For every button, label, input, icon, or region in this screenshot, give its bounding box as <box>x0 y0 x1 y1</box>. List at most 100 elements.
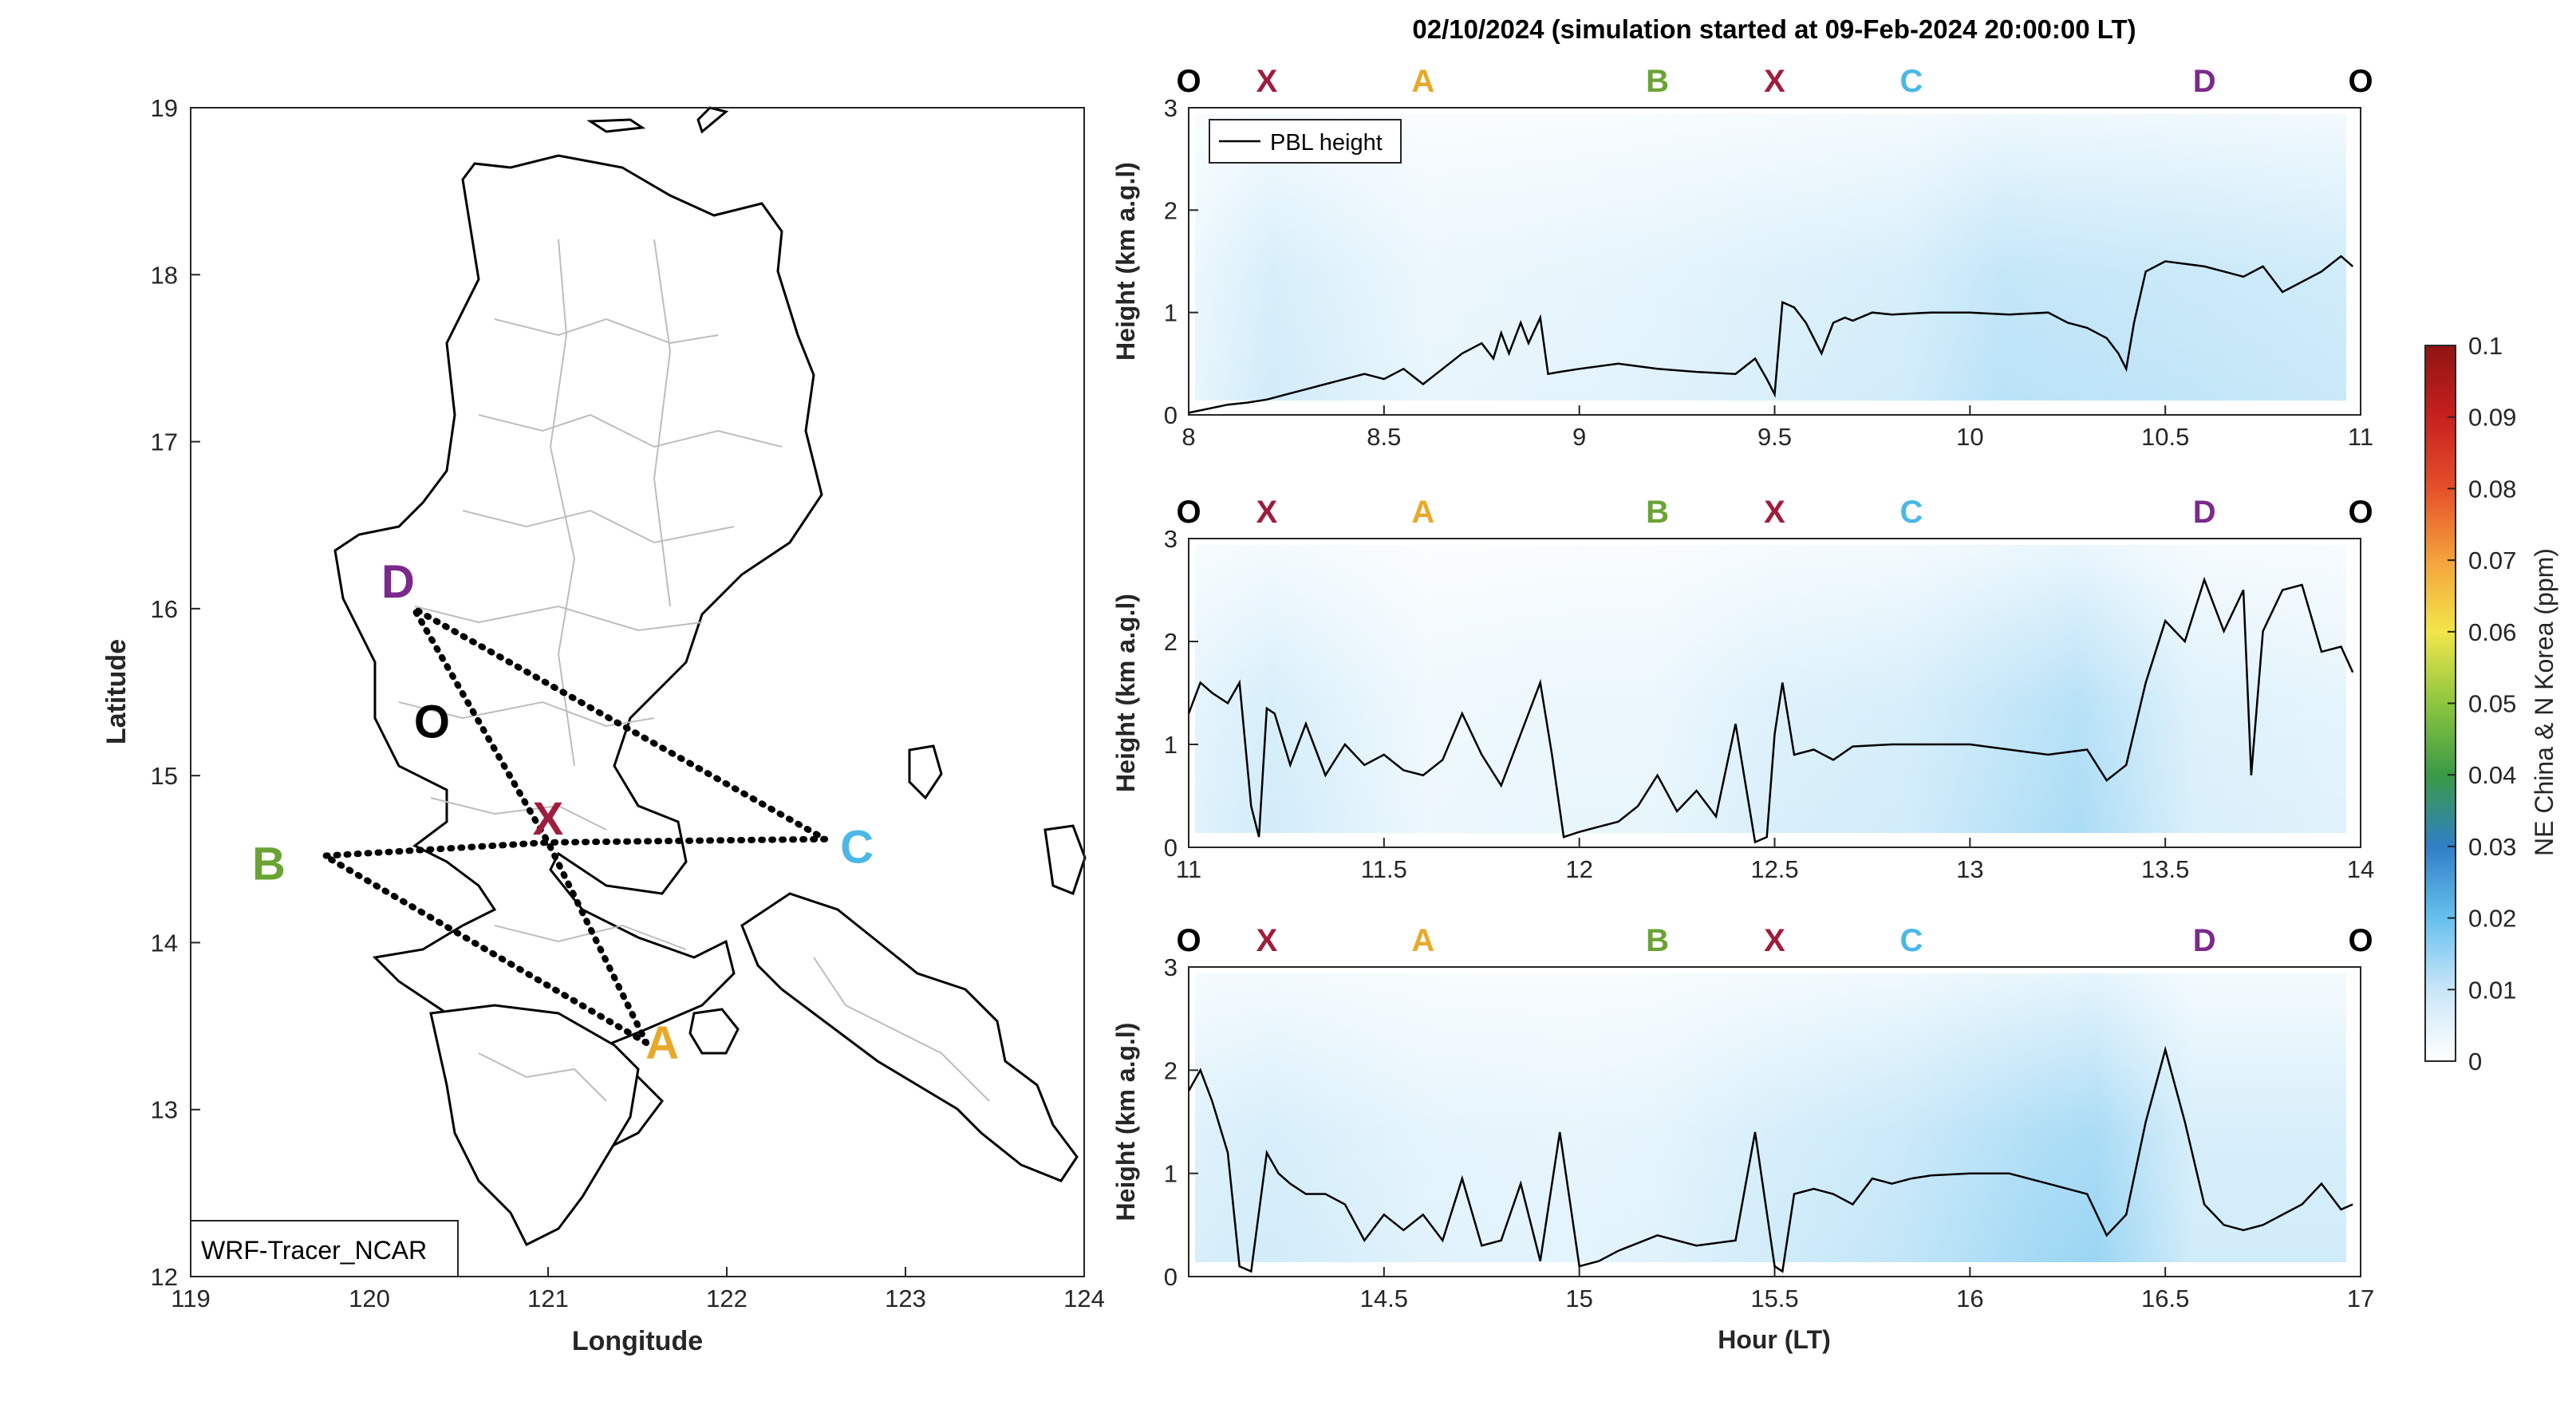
site-label-c: C <box>1899 923 1923 958</box>
site-label-b: B <box>1646 495 1669 530</box>
y-axis-label: Height (km a.g.l) <box>1111 162 1140 361</box>
colorbar-ticks: 0 0.01 0.02 0.03 0.04 0.05 0.06 0.07 0.08 0.09 0.1 <box>2448 332 2516 1076</box>
figure-title: 02/10/2024 (simulation started at 09-Feb… <box>1412 14 2136 44</box>
x-tick-label: 11 <box>1176 855 1201 883</box>
map-x-tick-label: 122 <box>706 1285 748 1312</box>
x-tick-label: 12.5 <box>1750 855 1798 883</box>
x-tick-label: 17 <box>2347 1285 2374 1312</box>
map-y-ticks: 12 13 14 15 16 17 18 19 <box>151 94 200 1291</box>
model-label: WRF-Tracer_NCAR <box>201 1236 427 1265</box>
map-point-o: O <box>414 696 450 748</box>
map-y-tick-label: 12 <box>151 1263 178 1291</box>
site-label-a: A <box>1411 923 1434 958</box>
hour-axis-label: Hour (LT) <box>1718 1325 1831 1354</box>
x-tick-label: 16 <box>1956 1285 1983 1312</box>
map-y-tick-label: 17 <box>151 428 178 456</box>
luzon-outline <box>333 154 823 1151</box>
map-point-b: B <box>252 839 286 890</box>
colorbar-tick-label: 0.01 <box>2468 976 2516 1004</box>
map-points: O X A B C D <box>252 556 874 1069</box>
colorbar-label: NE China & N Korea (ppm) <box>2530 548 2558 856</box>
map-y-axis-label: Latitude <box>101 639 132 744</box>
site-label-b: B <box>1646 923 1669 958</box>
x-tick-label: 13.5 <box>2141 855 2189 883</box>
pbl-height-line <box>1187 1045 2353 1273</box>
y-tick-label: 1 <box>1164 299 1178 327</box>
map-point-d: D <box>381 556 415 608</box>
colorbar-tick-label: 0.04 <box>2468 761 2516 789</box>
map-point-c: C <box>840 822 874 874</box>
pbl-legend-label: PBL height <box>1270 130 1383 156</box>
site-label-o: O <box>1176 64 1201 99</box>
x-tick-label: 10 <box>1956 423 1983 451</box>
y-tick-label: 0 <box>1164 1263 1178 1291</box>
site-label-o: O <box>2348 923 2373 958</box>
map-x-tick-label: 124 <box>1063 1285 1105 1312</box>
y-tick-label: 2 <box>1164 196 1178 224</box>
y-tick-label: 1 <box>1164 1160 1178 1188</box>
colorbar-tick-label: 0.06 <box>2468 618 2516 646</box>
site-label-c: C <box>1899 495 1923 530</box>
x-tick-label: 9.5 <box>1757 423 1792 451</box>
site-label-d: D <box>2193 495 2216 530</box>
panel-1: 0 1 2 3 8 8.5 9 9.5 10 10.5 11 Height (km a.g.l) O X A… <box>1111 64 2373 451</box>
y-tick-label: 3 <box>1164 953 1178 981</box>
tracer-heatmap-fade <box>1195 973 2346 1262</box>
model-label-box <box>190 1220 459 1277</box>
route-dotted-line <box>314 600 838 1046</box>
y-tick-label: 1 <box>1164 731 1178 759</box>
y-tick-label: 2 <box>1164 628 1178 656</box>
x-tick-label: 14.5 <box>1360 1285 1408 1312</box>
map-point-a: A <box>645 1017 679 1069</box>
site-label-a: A <box>1411 64 1434 99</box>
colorbar-tick-label: 0.09 <box>2468 404 2516 432</box>
map-y-tick-label: 18 <box>151 261 178 289</box>
site-label-x: X <box>1764 64 1785 99</box>
y-tick-label: 3 <box>1164 525 1178 553</box>
x-tick-label: 8.5 <box>1367 423 1401 451</box>
map-x-tick-label: 120 <box>349 1285 390 1312</box>
map-panel: 119 120 121 122 123 124 12 13 14 15 16 17 18 19 O X A B… <box>101 94 1105 1356</box>
map-y-tick-label: 15 <box>151 762 178 790</box>
map-point-x: X <box>533 793 564 845</box>
x-tick-label: 15 <box>1565 1285 1592 1312</box>
site-label-x: X <box>1256 923 1278 958</box>
x-tick-label: 15.5 <box>1750 1285 1798 1312</box>
site-label-x: X <box>1256 495 1278 530</box>
x-tick-label: 8 <box>1181 423 1195 451</box>
site-label-x: X <box>1764 923 1785 958</box>
map-y-tick-label: 14 <box>151 929 178 957</box>
site-label-c: C <box>1899 64 1923 99</box>
panel-3: 0 1 2 3 14.5 15 15.5 16 16.5 17 Height (km a.g.l) O… <box>1111 923 2374 1312</box>
map-x-tick-label: 121 <box>527 1285 569 1312</box>
pbl-height-line <box>1187 576 2354 844</box>
y-tick-label: 2 <box>1164 1056 1178 1084</box>
x-tick-label: 10.5 <box>2141 423 2189 451</box>
y-tick-label: 0 <box>1164 834 1178 862</box>
site-label-d: D <box>2193 64 2216 99</box>
site-label-x: X <box>1256 64 1278 99</box>
mindoro-outline <box>429 1004 640 1247</box>
map-land <box>333 106 1087 1247</box>
site-label-o: O <box>2348 64 2373 99</box>
colorbar-tick-label: 0 <box>2468 1048 2482 1076</box>
x-tick-label: 11.5 <box>1361 855 1407 883</box>
map-axes-frame <box>190 107 1085 1277</box>
colorbar-tick-label: 0.08 <box>2468 475 2516 503</box>
map-route-lines <box>314 600 838 1046</box>
polillo-outline <box>908 744 943 800</box>
site-label-o: O <box>1176 923 1201 958</box>
site-label-b: B <box>1646 64 1669 99</box>
x-tick-label: 12 <box>1565 855 1592 883</box>
site-label-o: O <box>2348 495 2373 530</box>
province-lines <box>398 239 990 1102</box>
pbl-legend: PBL height <box>1209 119 1402 164</box>
marinduque-outline <box>688 1008 740 1055</box>
site-label-o: O <box>1176 495 1201 530</box>
y-axis-label: Height (km a.g.l) <box>1111 1023 1140 1222</box>
x-tick-label: 14 <box>2347 855 2374 883</box>
site-label-d: D <box>2193 923 2216 958</box>
x-tick-label: 9 <box>1572 423 1586 451</box>
